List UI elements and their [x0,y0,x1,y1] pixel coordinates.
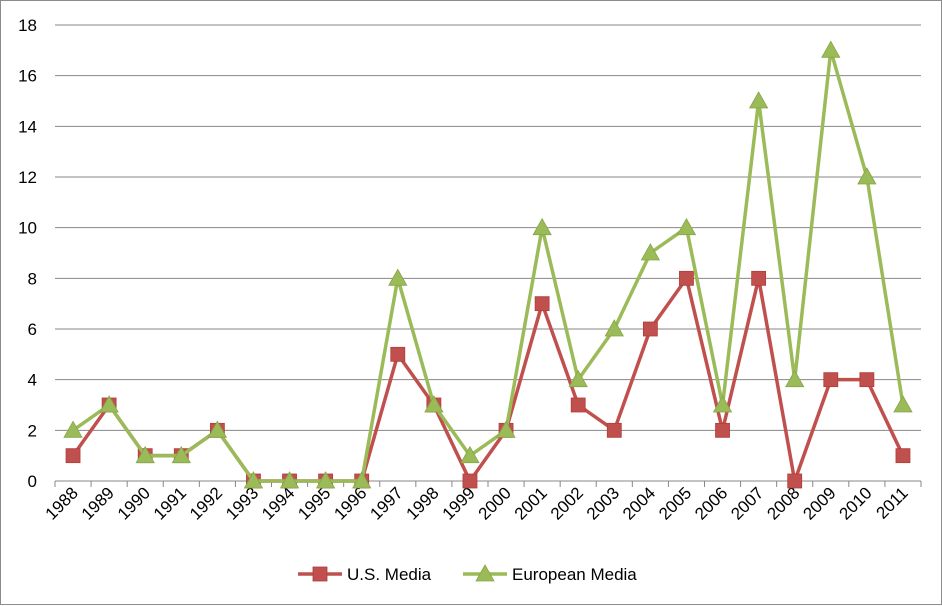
data-point [63,420,83,438]
data-point [171,445,191,464]
y-tick-label: 18 [18,16,37,35]
y-tick-label: 0 [28,472,37,491]
data-point [893,395,913,413]
x-tick-label: 2008 [763,483,803,523]
x-tick-label: 1995 [294,483,334,523]
data-point [823,372,839,388]
x-tick-label: 1991 [150,483,190,523]
x-tick-label: 1994 [258,483,298,523]
legend-label: U.S. Media [347,565,432,584]
x-tick-label: 1989 [78,483,118,523]
data-point [676,217,697,236]
data-point [640,243,661,261]
x-tick-label: 2010 [836,483,876,523]
x-tick-label: 1999 [439,483,479,523]
y-tick-label: 4 [28,371,37,390]
data-point [532,217,552,236]
y-tick-label: 6 [28,320,37,339]
y-axis-ticks: 0 2 4 6 8 10 12 14 16 18 [18,16,37,491]
data-point [462,473,478,489]
x-tick-label: 1997 [366,483,406,523]
data-point [315,471,336,489]
x-tick-label: 2006 [691,483,731,523]
data-point [390,346,406,362]
x-tick-label: 2003 [583,483,623,523]
legend-item: European Media [463,564,637,584]
data-point [65,448,81,464]
x-tick-label: 2002 [547,483,587,523]
data-point [604,319,624,337]
data-point [534,296,550,312]
data-point [715,422,730,438]
data-point [787,473,803,489]
data-point [496,420,516,438]
data-point [568,369,588,388]
data-point [279,471,300,489]
data-point [859,372,875,388]
x-tick-label: 2011 [872,483,911,522]
x-tick-label: 2009 [799,483,839,523]
data-point [135,445,155,464]
x-tick-label: 1992 [186,483,226,523]
y-tick-label: 8 [28,269,37,288]
data-point [99,395,119,413]
y-tick-label: 2 [28,421,37,440]
data-point [424,395,444,413]
data-point [785,369,805,388]
data-point [642,321,658,337]
legend-marker [312,566,328,582]
x-tick-label: 2000 [475,483,515,523]
y-tick-label: 10 [18,219,37,238]
data-point [751,270,767,286]
legend-marker [475,564,495,582]
data-point [895,448,911,464]
data-point [388,268,408,286]
y-tick-label: 12 [18,168,37,187]
y-tick-label: 16 [18,67,37,86]
data-point [570,397,586,413]
y-tick-label: 14 [18,117,37,136]
series-line [72,48,905,483]
gridlines [55,24,921,482]
legend-item: U.S. Media [298,565,432,584]
data-point [748,91,769,109]
data-point [857,167,877,185]
data-point [821,40,841,58]
series-group [63,40,913,489]
series-1 [63,40,913,489]
x-tick-label: 2007 [727,483,767,523]
legend: U.S. Media European Media [298,564,637,584]
x-tick-label: 1998 [403,483,443,523]
x-tick-label: 2004 [619,483,659,523]
legend-label: European Media [512,565,637,584]
data-point [243,471,264,489]
x-tick-label: 1990 [114,483,154,523]
data-point [712,395,733,413]
data-point [679,270,694,286]
data-point [460,445,480,464]
x-tick-label: 1988 [42,483,82,523]
data-point [207,420,228,438]
data-point [606,422,622,438]
x-tick-label: 1996 [330,483,370,523]
data-point [352,471,372,489]
x-tick-label: 2001 [511,483,551,523]
x-tick-label: 2005 [655,483,695,523]
x-tick-label: 1993 [222,483,262,523]
